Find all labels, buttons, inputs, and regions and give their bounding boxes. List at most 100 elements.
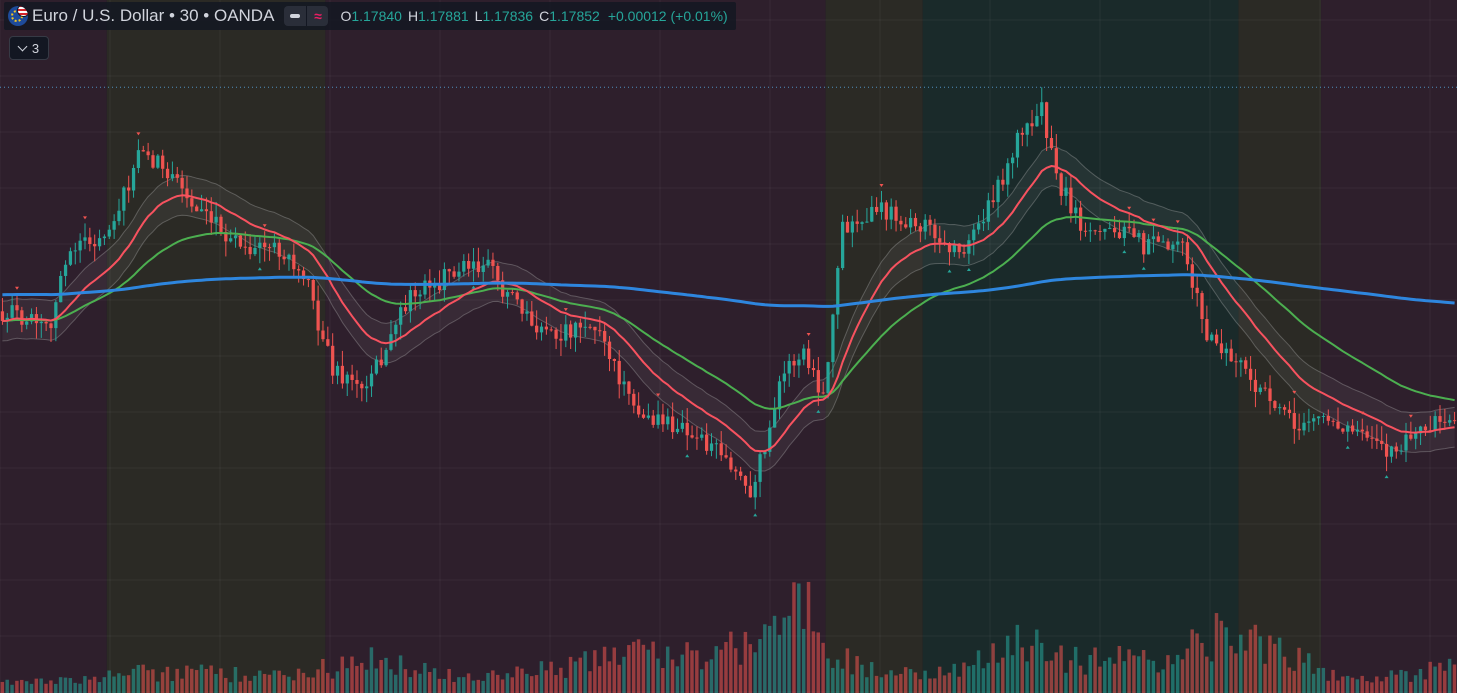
candle-body [316, 300, 320, 331]
candle-body [1171, 244, 1175, 250]
volume-bar [316, 669, 320, 693]
volume-bar [1399, 669, 1403, 693]
candle-body [1248, 368, 1253, 380]
volume-bar [986, 662, 990, 693]
candle-body [841, 221, 845, 269]
close-label: C [539, 8, 550, 24]
volume-bar [1423, 679, 1428, 693]
candle-body [690, 435, 694, 438]
candle-body [1142, 233, 1146, 255]
volume-bar [1049, 660, 1054, 693]
volume-bar [1035, 629, 1039, 693]
volume-bar [1268, 635, 1272, 693]
candle-body [49, 323, 53, 329]
candle-body [165, 168, 170, 179]
wave-icon[interactable]: ≈ [306, 6, 328, 26]
volume-bar [724, 641, 728, 693]
candle-body [870, 206, 874, 222]
candle-body [403, 307, 408, 312]
candle-body [1210, 334, 1214, 341]
volume-bar [1127, 649, 1131, 693]
volume-bar [860, 664, 864, 693]
volume-bar [1039, 642, 1044, 693]
volume-bar [151, 669, 155, 693]
volume-bar [1253, 624, 1258, 693]
candle-body [1341, 428, 1345, 432]
volume-bar [1132, 655, 1136, 693]
volume-bar [1025, 661, 1029, 693]
volume-bar [156, 681, 160, 693]
candle-body [1040, 102, 1044, 117]
volume-bar [1112, 663, 1117, 693]
candle-body [1112, 227, 1117, 233]
candle-body [63, 264, 68, 276]
candle-body [1278, 407, 1282, 409]
volume-bar [1404, 671, 1408, 693]
candle-body [112, 221, 116, 230]
candle-body [1054, 148, 1058, 174]
candle-body [321, 330, 325, 340]
volume-bar [593, 650, 597, 693]
candle-body [175, 174, 179, 178]
candle-body [287, 254, 291, 260]
candle-body [569, 324, 573, 338]
pivot-low-marker [947, 269, 952, 273]
candle-body [768, 427, 772, 452]
volume-bar [136, 664, 141, 693]
volume-bar [258, 670, 262, 693]
volume-bar [971, 664, 976, 693]
volume-bar [1302, 662, 1306, 693]
chart-legend-header: Euro / U.S. Dollar • 30 • OANDA ≈ O 1.178… [4, 2, 736, 30]
volume-bar [918, 679, 922, 693]
candle-body [583, 326, 587, 328]
candle-body [1404, 434, 1408, 451]
candle-body [1176, 241, 1180, 245]
candle-body [78, 240, 82, 251]
volume-bar [1389, 670, 1394, 693]
pivot-high-marker [879, 183, 884, 187]
pivot-low-marker [753, 513, 758, 517]
volume-bar [1219, 620, 1224, 693]
close-value: 1.17852 [549, 8, 600, 24]
candle-body [297, 269, 301, 271]
candle-body [865, 221, 869, 223]
candle-body [1137, 233, 1141, 237]
pivot-high-marker [1292, 390, 1297, 394]
volume-bar [1122, 661, 1126, 693]
candle-body [301, 270, 306, 280]
volume-bar [1020, 647, 1024, 693]
volume-bar [510, 677, 515, 693]
volume-bar [1365, 681, 1369, 693]
candle-body [661, 414, 665, 425]
candle-body [1180, 241, 1185, 243]
pivot-high-marker [806, 332, 811, 336]
volume-bar [539, 661, 544, 693]
volume-bar [1282, 656, 1287, 693]
candle-body [481, 265, 485, 273]
candle-body [938, 238, 942, 243]
volume-bar [1355, 679, 1360, 693]
candle-body [860, 222, 864, 224]
volume-bar [831, 667, 835, 693]
candle-body [360, 383, 364, 389]
candle-body [238, 235, 243, 247]
symbol-title[interactable]: Euro / U.S. Dollar • 30 • OANDA [32, 6, 275, 25]
candle-body [151, 155, 155, 168]
candle-body [335, 365, 340, 376]
candle-body [1132, 228, 1136, 237]
candle-body [277, 242, 281, 257]
volume-bar [976, 650, 981, 693]
indicators-toggle-button[interactable]: 3 [9, 36, 49, 60]
candle-body [802, 348, 806, 360]
minus-icon[interactable] [284, 6, 306, 26]
volume-bar [0, 681, 5, 693]
candle-body [292, 254, 296, 270]
volume-bar [525, 673, 529, 693]
volume-bar [272, 670, 277, 693]
volume-bar [908, 669, 913, 693]
volume-bar [1107, 657, 1112, 693]
volume-bar [515, 666, 519, 693]
candle-body [204, 209, 209, 212]
volume-bar [840, 668, 845, 693]
